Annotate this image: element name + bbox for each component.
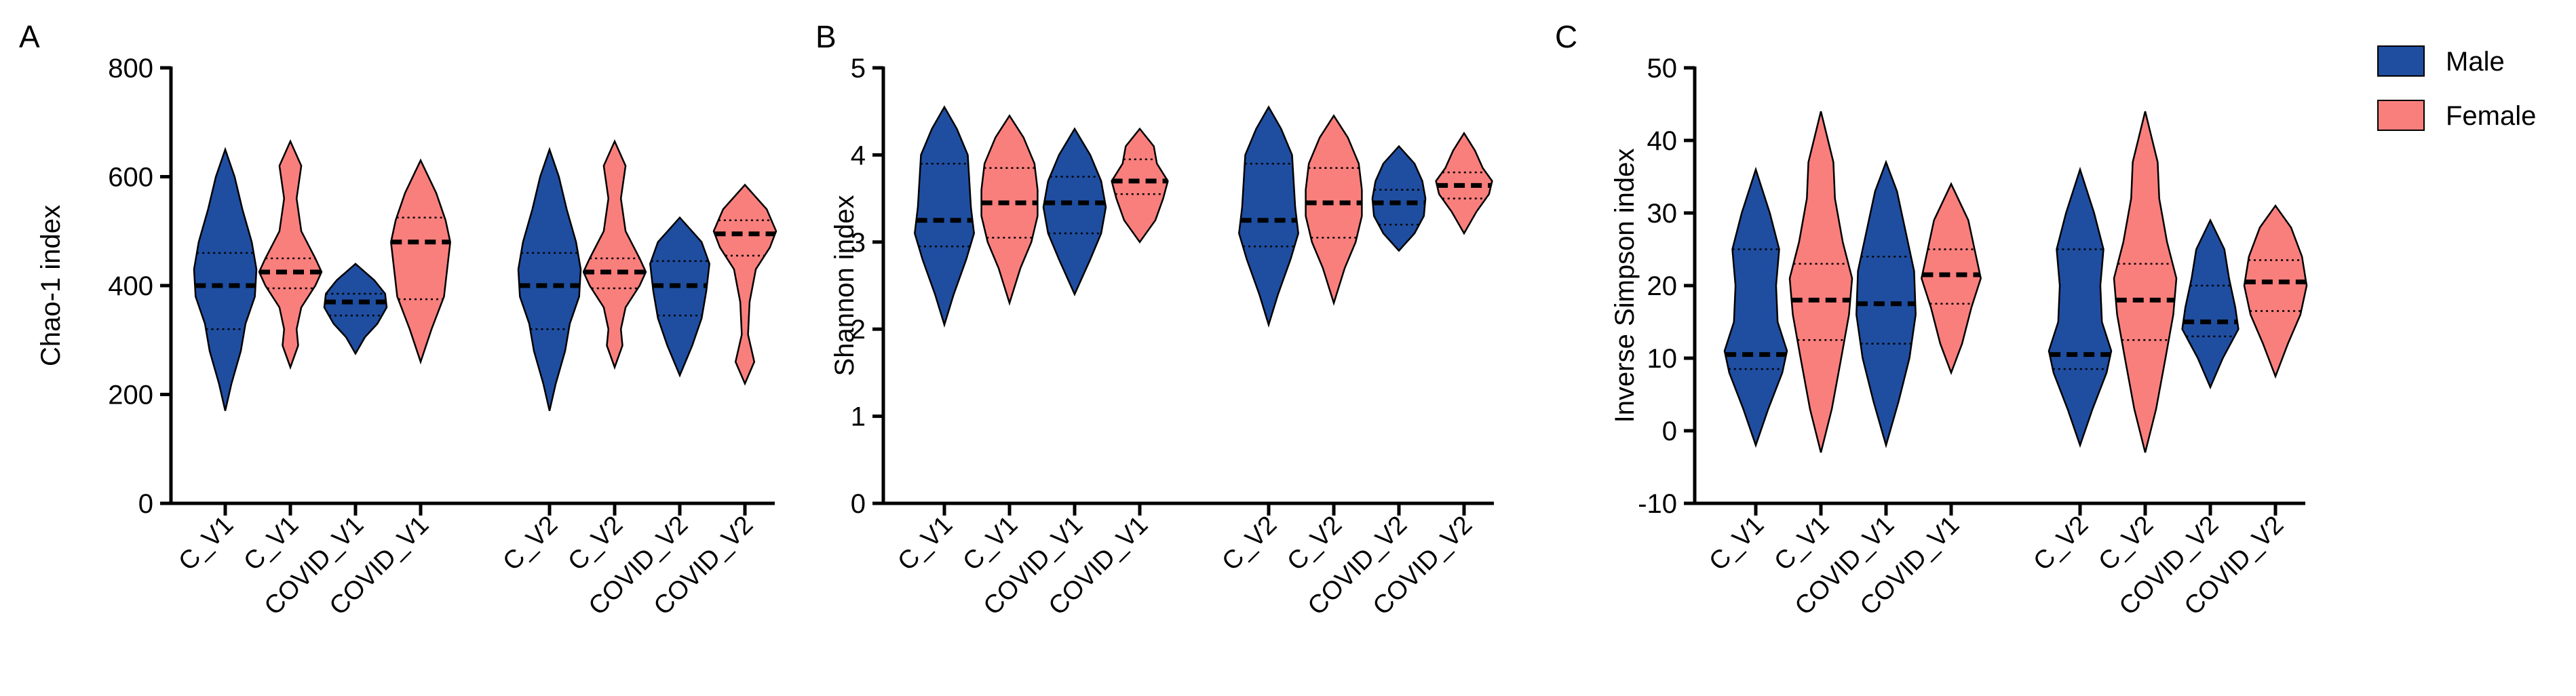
y-axis-title: Shannon index bbox=[830, 195, 860, 376]
y-axis-title: Inverse Simpson index bbox=[1610, 149, 1640, 423]
y-tick-label: 800 bbox=[108, 54, 153, 83]
violin-female bbox=[582, 139, 647, 370]
x-category-label: C_V1 bbox=[173, 511, 239, 577]
y-tick-label: 0 bbox=[851, 489, 866, 519]
violin-male bbox=[323, 263, 388, 355]
y-tick-label: 50 bbox=[1647, 54, 1678, 83]
y-tick-label: 4 bbox=[851, 140, 866, 170]
violin-female bbox=[1921, 182, 1982, 375]
violin-male bbox=[1371, 144, 1427, 252]
y-tick-label: 3 bbox=[851, 228, 866, 258]
violin-female bbox=[1788, 111, 1853, 453]
legend-label-female: Female bbox=[2446, 101, 2536, 131]
y-tick-label: 5 bbox=[851, 54, 866, 83]
y-tick-label: 10 bbox=[1647, 344, 1678, 374]
y-tick-label: 400 bbox=[108, 271, 153, 301]
y-tick-label: 1 bbox=[851, 402, 866, 432]
violin-female bbox=[1111, 127, 1169, 244]
panel-letter: A bbox=[19, 19, 40, 54]
y-tick-label: 200 bbox=[108, 381, 153, 410]
x-category-label: C_V2 bbox=[1216, 511, 1282, 577]
panel-letter: B bbox=[815, 19, 837, 54]
legend-item-female: Female bbox=[2377, 100, 2536, 131]
legend-swatch-female bbox=[2377, 100, 2425, 131]
x-category-label: C_V1 bbox=[892, 511, 958, 577]
violin-male bbox=[193, 147, 258, 411]
violin-female bbox=[980, 114, 1039, 306]
violin-male bbox=[914, 105, 975, 328]
y-tick-label: 0 bbox=[138, 489, 153, 519]
y-tick-label: 30 bbox=[1647, 199, 1678, 229]
panel-letter: C bbox=[1555, 19, 1577, 54]
violin-female bbox=[1305, 114, 1363, 306]
x-category-label: C_V2 bbox=[2028, 511, 2094, 577]
violin-male bbox=[2181, 218, 2239, 389]
violin-female bbox=[712, 183, 777, 386]
violin-female bbox=[390, 158, 451, 365]
y-tick-label: 2 bbox=[851, 315, 866, 345]
violin-female bbox=[2113, 111, 2178, 453]
violin-male bbox=[1042, 127, 1107, 296]
legend: Male Female bbox=[2377, 45, 2536, 131]
legend-swatch-male bbox=[2377, 45, 2425, 77]
y-tick-label: -10 bbox=[1638, 489, 1677, 519]
violin-female bbox=[258, 139, 323, 370]
x-category-label: C_V1 bbox=[1704, 511, 1769, 577]
y-tick-label: 40 bbox=[1647, 126, 1678, 156]
violin-female bbox=[2243, 204, 2308, 379]
y-tick-label: 600 bbox=[108, 163, 153, 193]
panel-c: C Inverse Simpson index -10 0 10 20 30 40 50 C_V1… bbox=[1555, 19, 2308, 621]
violin-male bbox=[517, 147, 582, 411]
violin-male bbox=[1723, 166, 1788, 448]
legend-label-male: Male bbox=[2446, 47, 2505, 77]
violin-male bbox=[649, 216, 710, 378]
x-category-label: C_V2 bbox=[497, 511, 563, 577]
y-tick-label: 20 bbox=[1647, 271, 1678, 301]
violin-male bbox=[1238, 105, 1299, 328]
legend-item-male: Male bbox=[2377, 45, 2505, 77]
violin-male bbox=[2048, 166, 2113, 448]
y-axis-title: Chao-1 index bbox=[36, 205, 66, 366]
y-tick-label: 0 bbox=[1662, 417, 1677, 446]
